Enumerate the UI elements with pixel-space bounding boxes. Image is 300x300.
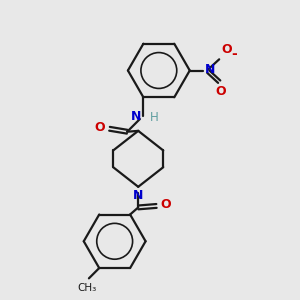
Text: O: O [221, 44, 232, 56]
Text: -: - [232, 47, 237, 61]
Text: O: O [215, 85, 226, 98]
Text: H: H [150, 111, 159, 124]
Text: N: N [130, 110, 141, 123]
Text: O: O [160, 198, 171, 211]
Text: O: O [95, 121, 105, 134]
Text: N: N [133, 189, 143, 202]
Text: CH₃: CH₃ [77, 283, 96, 293]
Text: N: N [205, 63, 215, 76]
